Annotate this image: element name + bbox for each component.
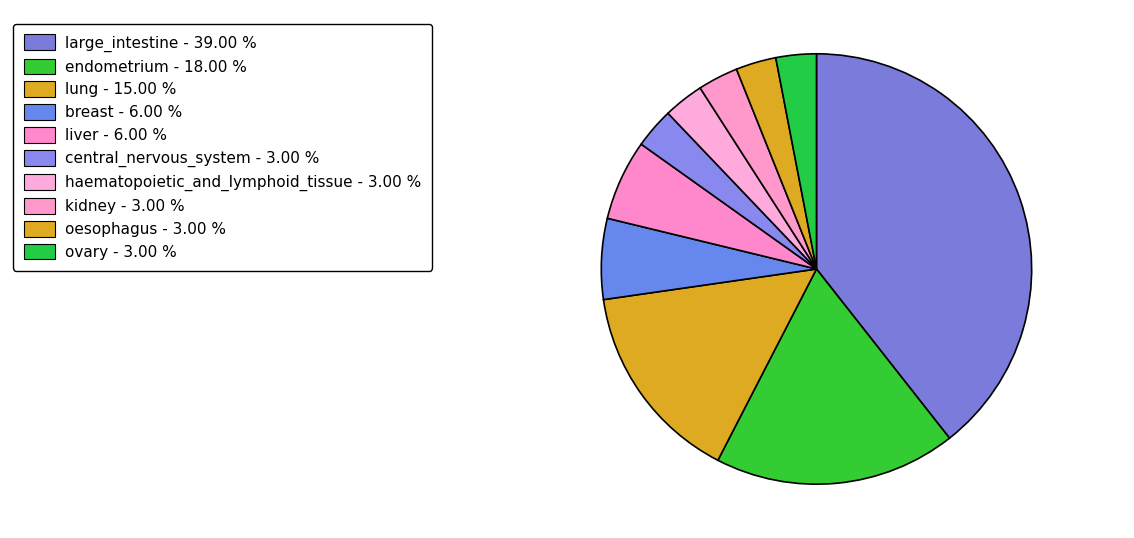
Wedge shape (816, 54, 1032, 438)
Wedge shape (736, 58, 816, 269)
Wedge shape (700, 69, 816, 269)
Legend: large_intestine - 39.00 %, endometrium - 18.00 %, lung - 15.00 %, breast - 6.00 : large_intestine - 39.00 %, endometrium -… (14, 24, 432, 271)
Wedge shape (776, 54, 816, 269)
Wedge shape (603, 269, 816, 461)
Wedge shape (641, 114, 816, 269)
Wedge shape (608, 144, 816, 269)
Wedge shape (601, 218, 816, 300)
Wedge shape (668, 88, 816, 269)
Wedge shape (718, 269, 949, 484)
